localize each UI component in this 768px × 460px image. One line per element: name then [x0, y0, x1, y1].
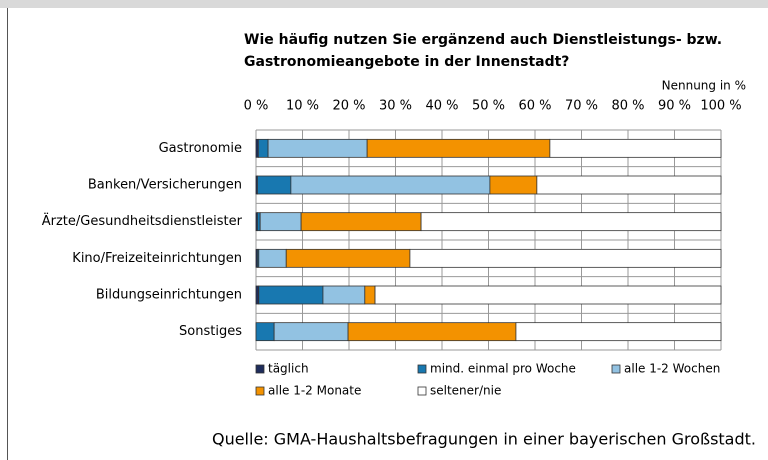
bar-segment — [258, 248, 287, 268]
legend-label: alle 1-2 Wochen — [624, 362, 720, 376]
legend-label: alle 1-2 Monate — [268, 384, 361, 398]
y-tick-label: Sonstiges — [179, 324, 242, 339]
x-tick-label: 40 % — [425, 99, 458, 114]
x-tick-label: 60 % — [518, 99, 551, 114]
bar-segment — [273, 322, 349, 342]
y-tick-label: Banken/Versicherungen — [88, 178, 242, 193]
bar-segment — [374, 285, 722, 305]
y-tick-label: Kino/Freizeiteinrichtungen — [72, 251, 242, 266]
top-bar — [0, 0, 768, 8]
bar-segment — [267, 138, 368, 158]
axis-label: Nennung in % — [662, 79, 746, 93]
bar-segment — [255, 322, 275, 342]
bar-segment — [255, 285, 260, 305]
source: Quelle: GMA-Haushaltsbefragungen in eine… — [212, 430, 756, 449]
legend-swatch — [255, 386, 265, 396]
bar-segment — [257, 138, 269, 158]
x-tick-label: 90 % — [658, 99, 691, 114]
bar-segment — [259, 212, 302, 232]
y-tick-label: Gastronomie — [159, 141, 242, 156]
legend-label: täglich — [268, 362, 309, 376]
x-tick-label: 80 % — [611, 99, 644, 114]
x-tick-label: 10 % — [286, 99, 319, 114]
bar-segment — [322, 285, 366, 305]
bar-segment — [300, 212, 422, 232]
legend-label: seltener/nie — [430, 384, 501, 398]
x-tick-label: 0 % — [244, 99, 269, 114]
bar-segment — [258, 285, 324, 305]
legend-swatch — [417, 386, 427, 396]
bar-segment — [285, 248, 411, 268]
y-tick-label: Bildungseinrichtungen — [96, 288, 242, 303]
bar-segment — [290, 175, 491, 195]
chart-title: Gastronomieangebote in der Innenstadt? — [244, 54, 569, 70]
bar-segment — [420, 212, 722, 232]
bar-segment — [536, 175, 722, 195]
bar-segment — [347, 322, 517, 342]
chart-title: Wie häufig nutzen Sie ergänzend auch Die… — [244, 32, 722, 48]
legend-swatch — [611, 364, 621, 374]
x-tick-label: 50 % — [472, 99, 505, 114]
bar-segment — [515, 322, 722, 342]
legend-swatch — [417, 364, 427, 374]
x-tick-label: 20 % — [332, 99, 365, 114]
legend-swatch — [255, 364, 265, 374]
bar-segment — [364, 285, 376, 305]
x-tick-label: 30 % — [379, 99, 412, 114]
bar-segment — [256, 175, 292, 195]
y-tick-label: Ärzte/Gesundheitsdienstleister — [42, 213, 243, 229]
bar-segment — [256, 212, 261, 232]
x-tick-label: 70 % — [565, 99, 598, 114]
bar-segment — [549, 138, 722, 158]
bar-segment — [366, 138, 551, 158]
bar-segment — [489, 175, 538, 195]
legend-label: mind. einmal pro Woche — [430, 362, 576, 376]
x-tick-label: 100 % — [700, 99, 741, 114]
bar-segment — [409, 248, 722, 268]
